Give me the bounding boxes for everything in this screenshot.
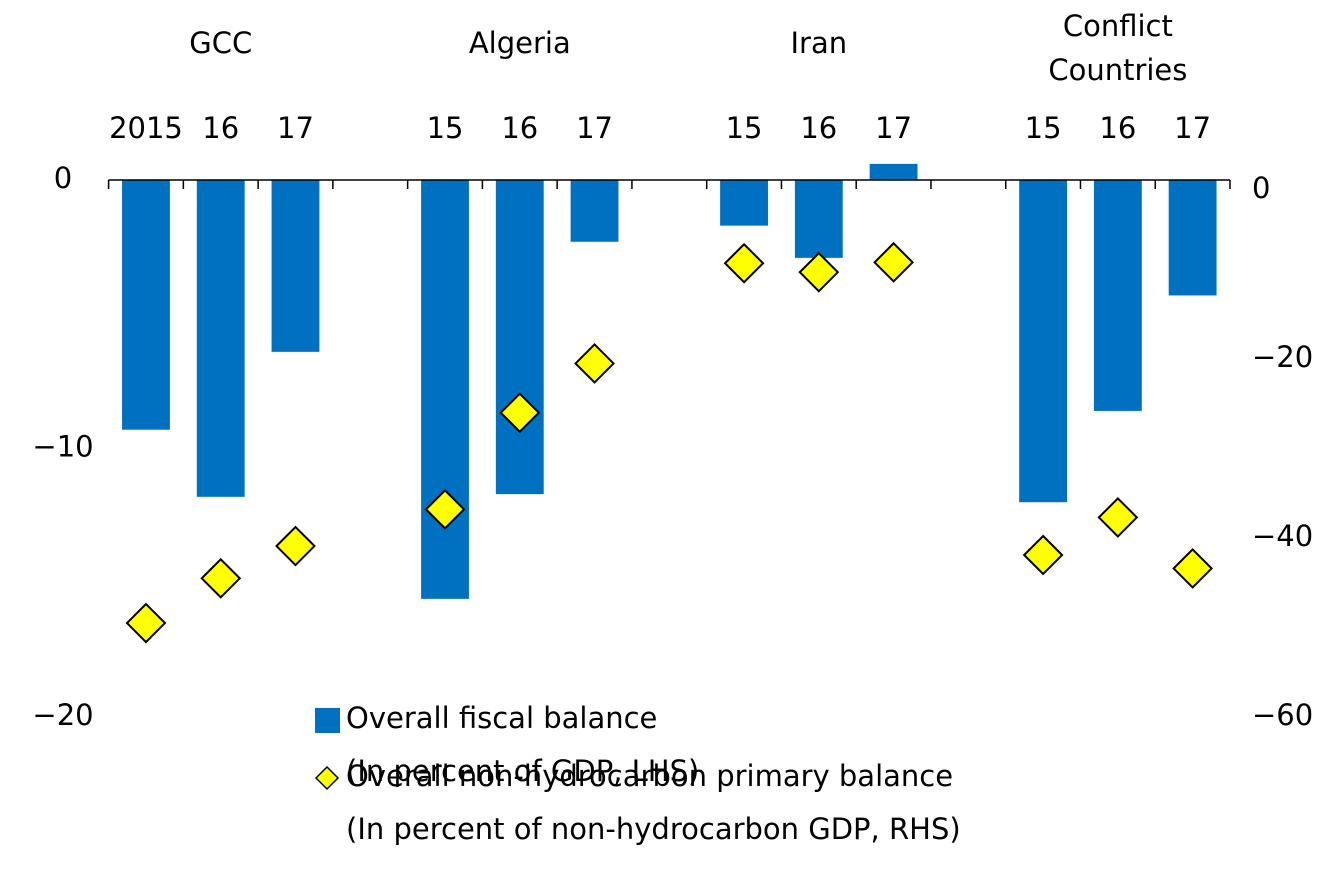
- y-tick-label: −20: [32, 698, 93, 732]
- legend-note: (In percent of non-hydrocarbon GDP, RHS): [346, 812, 961, 846]
- diamond-marker: [1097, 497, 1139, 538]
- legend-note: (In percent of GDP, LHS): [346, 754, 699, 788]
- legend-label: Overall non-hydrocarbon primary balance: [346, 759, 953, 793]
- group-label: GCC: [189, 26, 252, 60]
- diamond-marker: [499, 392, 541, 434]
- diamond-marker: [200, 557, 242, 599]
- diamond-marker: [723, 242, 765, 284]
- y2-tick-label: 0: [1252, 171, 1270, 205]
- x-tick-label: 15: [1025, 111, 1062, 145]
- diamond-marker: [873, 241, 914, 283]
- y2-tick-label: −40: [1252, 519, 1313, 553]
- x-tick-label: 17: [576, 111, 613, 145]
- bar: [196, 180, 245, 497]
- group-label: Conflict: [1063, 9, 1173, 43]
- bar: [1019, 180, 1068, 503]
- x-tick-label: 15: [726, 111, 763, 145]
- x-tick-label: 16: [202, 111, 239, 145]
- x-tick-label: 2015: [109, 111, 183, 145]
- y2-tick-label: −20: [1252, 340, 1313, 374]
- y2-tick-label: −60: [1252, 698, 1313, 732]
- diamond-marker: [574, 343, 615, 384]
- bar: [570, 180, 619, 242]
- x-tick-label: 15: [427, 111, 464, 145]
- group-label: Algeria: [469, 26, 571, 60]
- bar: [869, 163, 918, 180]
- bar: [122, 180, 170, 430]
- bar: [720, 180, 768, 226]
- legend-swatch: [315, 708, 340, 733]
- diamond-marker: [1022, 534, 1064, 576]
- bar: [495, 180, 544, 495]
- x-tick-label: 16: [800, 111, 837, 145]
- legend-swatch: [314, 765, 340, 791]
- y-tick-label: −10: [32, 430, 93, 464]
- diamond-marker: [1172, 548, 1214, 589]
- diamond-marker: [275, 525, 316, 567]
- bar: [271, 180, 320, 352]
- bar: [1093, 180, 1142, 411]
- diamond-marker: [424, 488, 466, 530]
- y-tick-label: 0: [54, 161, 72, 195]
- legend-label: Overall fiscal balance: [346, 701, 657, 735]
- bar: [1168, 180, 1217, 296]
- x-tick-label: 16: [501, 111, 538, 145]
- group-label: Iran: [790, 26, 847, 60]
- bar: [421, 180, 469, 599]
- group-label: Countries: [1048, 53, 1187, 87]
- diamond-marker: [798, 251, 840, 293]
- x-tick-label: 17: [1174, 111, 1211, 145]
- x-tick-label: 17: [277, 111, 314, 145]
- bar: [794, 180, 843, 258]
- x-tick-label: 17: [875, 111, 912, 145]
- diamond-marker: [125, 602, 167, 644]
- x-tick-label: 16: [1099, 111, 1136, 145]
